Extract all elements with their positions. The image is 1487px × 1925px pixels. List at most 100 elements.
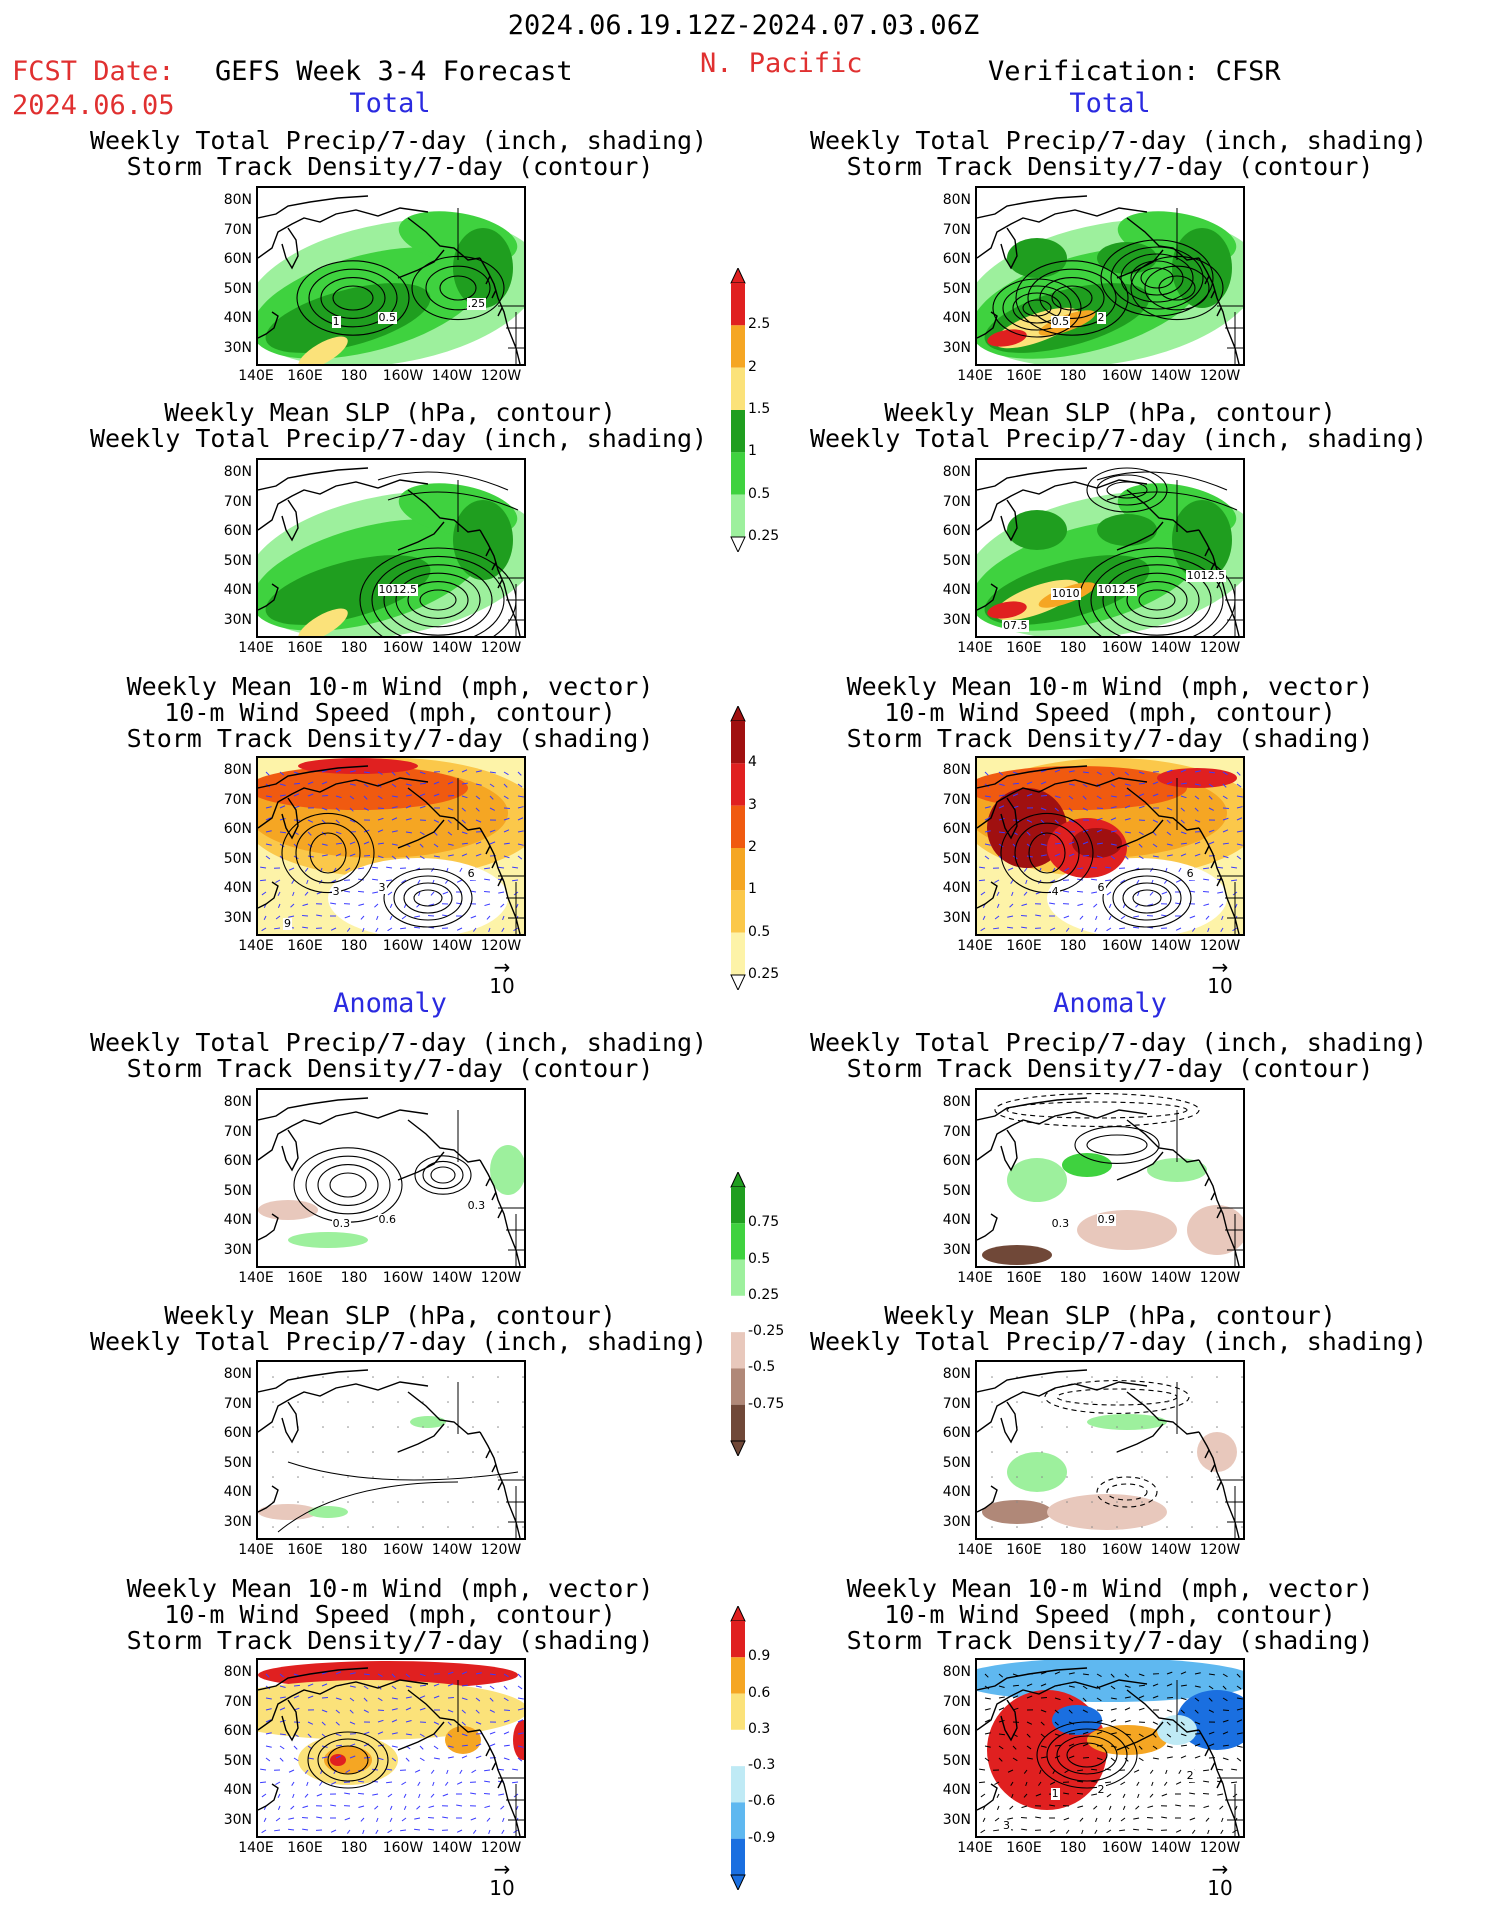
contour-line (1086, 1134, 1148, 1156)
contour-label: .25 (466, 296, 487, 310)
contour-line (1096, 471, 1228, 491)
lat-tick-label: 60N (942, 1153, 971, 1169)
lat-tick-label: 70N (223, 1123, 252, 1140)
coastline (977, 1097, 1243, 1266)
lat-tick-label: 40N (223, 880, 252, 896)
wind-vectors (260, 769, 524, 933)
contour-line (1130, 260, 1184, 296)
shading-region (1052, 1705, 1102, 1735)
map-canvas (977, 1660, 1243, 1836)
contour-line (1106, 491, 1238, 511)
lat-tick-label: 60N (223, 1723, 252, 1739)
lat-tick-label: 60N (942, 251, 971, 267)
contour-line (419, 589, 457, 611)
contour-line (1002, 285, 1072, 331)
lon-tick-label: 120W (480, 368, 522, 384)
colorbar-label: 0.75 (748, 1214, 780, 1231)
colorbar-label: 1 (748, 443, 757, 460)
contour-line (327, 1745, 369, 1775)
lon-tick-label: 160E (287, 1270, 323, 1286)
contour-line (1056, 1735, 1118, 1775)
contour-line (1138, 589, 1176, 611)
colorbar-segment (731, 932, 745, 975)
lon-tick-label: 140W (431, 368, 473, 384)
lon-tick-label: 120W (480, 640, 522, 656)
lat-tick-label: 80N (223, 1366, 252, 1382)
vector-ref: → 10 (1200, 957, 1240, 998)
lat-tick-label: 30N (942, 1513, 971, 1530)
lon-tick-label: 160E (1006, 1840, 1042, 1856)
lon-tick-label: 140W (431, 640, 473, 656)
lon-tick-label: 160W (1101, 1840, 1143, 1856)
contour-line (1044, 1380, 1190, 1414)
lon-tick-label: 140W (1150, 1270, 1192, 1286)
lat-tick-label: 80N (942, 762, 971, 778)
shading-region (1172, 228, 1232, 308)
contour-label: 4 (1050, 884, 1060, 898)
colorbar-segment (731, 848, 745, 891)
lat-tick-label: 50N (223, 552, 252, 569)
title-p4: Weekly Mean SLP (hPa, contour) Weekly To… (810, 400, 1427, 452)
title-line: Weekly Total Precip/7-day (inch, shading… (90, 424, 708, 453)
lat-tick-label: 80N (223, 1094, 252, 1110)
lon-tick-label: 120W (480, 1270, 522, 1286)
shading-region (453, 228, 513, 308)
shading-region (265, 555, 431, 625)
colorbar-segment (731, 1404, 745, 1441)
contour-line (317, 1164, 379, 1206)
section-total-left: Total (349, 88, 431, 119)
lat-tick-label: 30N (942, 339, 971, 356)
contour-line (439, 275, 477, 301)
lon-tick-label: 160W (1101, 368, 1143, 384)
shading-region (1007, 1158, 1067, 1202)
contour-line (1014, 822, 1080, 884)
lat-tick-label: 50N (942, 1454, 971, 1471)
title-p2: Weekly Total Precip/7-day (inch, shading… (810, 128, 1427, 180)
contour-line (1036, 1721, 1138, 1789)
contour-label: 3 (1002, 1819, 1011, 1832)
map-panel (256, 756, 526, 936)
contour-line (393, 875, 463, 921)
date-range: 2024.06.19.12Z-2024.07.03.06Z (507, 10, 980, 41)
title-line: Storm Track Density/7-day (shading) (846, 1626, 1374, 1655)
lat-tick-label: 80N (942, 1094, 971, 1110)
map-panel (256, 186, 526, 366)
region-title: N. Pacific (700, 48, 863, 79)
shading-region (1007, 510, 1067, 550)
contour-line (1096, 474, 1158, 506)
contour-label: 6 (466, 866, 476, 880)
lon-tick-label: 180 (340, 640, 368, 656)
lat-tick-label: 80N (942, 1664, 971, 1680)
lon-tick-label: 140W (1150, 1840, 1192, 1856)
shading-region (1007, 238, 1067, 278)
colorbar-segment (731, 1766, 745, 1803)
lon-tick-label: 140E (957, 938, 993, 954)
contour-label: 2 (1185, 1768, 1195, 1782)
shading-region (982, 1500, 1052, 1524)
lon-tick-label: 180 (1059, 1542, 1087, 1558)
lon-tick-label: 120W (1199, 1840, 1241, 1856)
shading-region (1172, 500, 1232, 580)
lat-tick-label: 70N (942, 1693, 971, 1710)
lat-tick-label: 30N (942, 611, 971, 628)
contour-line (1112, 875, 1182, 921)
title-line: Weekly Total Precip/7-day (inch, shading… (90, 126, 708, 155)
coastline (977, 1369, 1243, 1538)
vector-ref: → 10 (482, 1859, 522, 1900)
title-line: 10-m Wind Speed (mph, contour) (164, 698, 616, 727)
shading-region (987, 601, 1027, 619)
lat-tick-label: 80N (223, 464, 252, 480)
shading-region (308, 1506, 348, 1518)
contour-line (317, 1738, 379, 1782)
lon-tick-label: 140E (238, 1840, 274, 1856)
shading-region (410, 1416, 446, 1428)
map-canvas (258, 1362, 524, 1538)
lat-tick-label: 40N (942, 1212, 971, 1228)
shading-region (298, 336, 348, 364)
lon-tick-label: 160E (287, 368, 323, 384)
lon-tick-label: 140E (957, 1270, 993, 1286)
vector-ref-value: 10 (489, 1876, 515, 1900)
lat-tick-label: 80N (942, 192, 971, 208)
contour-label: 1 (1050, 1786, 1060, 1800)
lon-tick-label: 140W (431, 938, 473, 954)
